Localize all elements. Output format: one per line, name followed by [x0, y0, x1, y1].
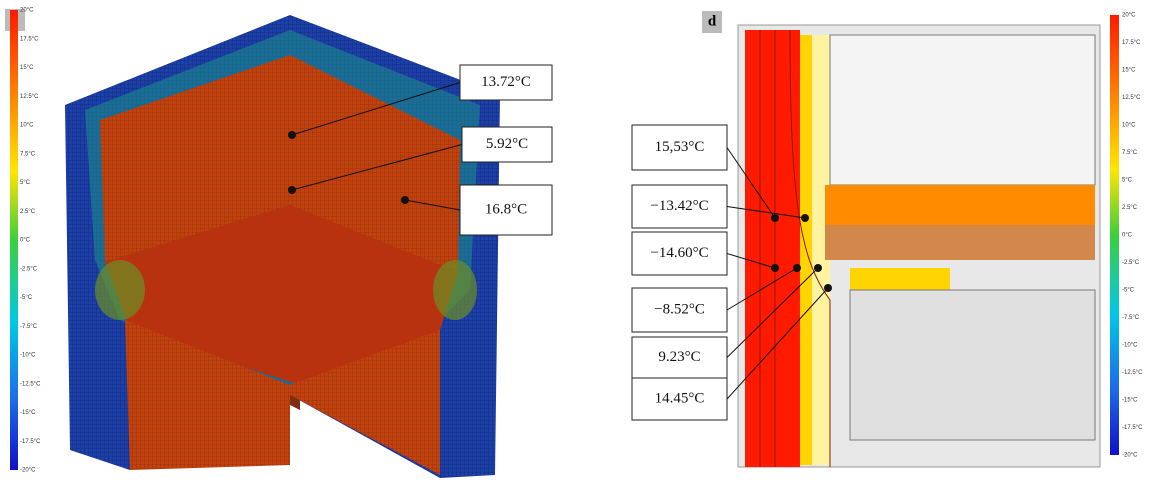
- colorbar-tick-label: -15°C: [20, 410, 36, 416]
- colorbar-tick-label: -12.5°C: [20, 381, 41, 387]
- colorbar-tick-label: 12.5°C: [20, 94, 39, 100]
- colorbar-tick-label: 2.5°C: [1122, 205, 1138, 211]
- panel-c-model: [65, 15, 500, 478]
- annotation-text: 13.72°C: [481, 74, 531, 90]
- colorbar-tick-label: 10°C: [1122, 123, 1136, 129]
- annotation-text: 14.45°C: [655, 390, 705, 406]
- colorbar-tick-label: -17.5°C: [1122, 425, 1143, 431]
- colorbar-tick-label: -15°C: [1122, 398, 1138, 404]
- probe-point: [824, 284, 832, 292]
- annotation-text: 15,53°C: [655, 139, 705, 155]
- probe-point: [801, 214, 809, 222]
- colorbar-tick-label: -20°C: [20, 468, 36, 474]
- annotation-text: 5.92°C: [486, 136, 528, 152]
- colorbar-tick-label: -7.5°C: [1122, 315, 1140, 321]
- colorbar-tick-label: -20°C: [1122, 453, 1138, 459]
- colorbar-tick-label: -5°C: [1122, 288, 1135, 294]
- colorbar-tick-label: -2.5°C: [20, 266, 38, 272]
- probe-point: [793, 264, 801, 272]
- figure: c20°C17.5°C15°C12.5°C10°C7.5°C5°C2.5°C0°…: [0, 0, 1157, 480]
- probe-point: [401, 196, 409, 204]
- probe-point: [771, 264, 779, 272]
- colorbar-tick-label: 2.5°C: [20, 209, 36, 215]
- colorbar-tick-label: 15°C: [1122, 68, 1136, 74]
- colorbar-tick-label: 15°C: [20, 65, 34, 71]
- colorbar-tick-label: 20°C: [20, 8, 34, 14]
- colorbar: [1110, 15, 1119, 455]
- colorbar-tick-label: 5°C: [1122, 178, 1133, 184]
- colorbar-tick-label: -17.5°C: [20, 439, 41, 445]
- annotation-text: −8.52°C: [654, 301, 705, 317]
- colorbar-tick-label: -12.5°C: [1122, 370, 1143, 376]
- panel-label: d: [708, 13, 717, 29]
- colorbar-tick-label: 5°C: [20, 180, 31, 186]
- panel-d-model: [738, 25, 1100, 467]
- colorbar-tick-label: -5°C: [20, 295, 33, 301]
- colorbar-tick-label: -2.5°C: [1122, 260, 1140, 266]
- colorbar-tick-label: 20°C: [1122, 13, 1136, 19]
- colorbar-tick-label: 7.5°C: [20, 151, 36, 157]
- colorbar-tick-label: 10°C: [20, 123, 34, 129]
- annotation-text: −14.60°C: [650, 245, 708, 261]
- colorbar-tick-label: -7.5°C: [20, 324, 38, 330]
- colorbar-tick-label: 0°C: [20, 238, 31, 244]
- colorbar-tick-label: -10°C: [20, 353, 36, 359]
- colorbar-tick-label: 17.5°C: [20, 36, 39, 42]
- colorbar: [10, 10, 18, 470]
- probe-point: [288, 186, 296, 194]
- colorbar-tick-label: -10°C: [1122, 343, 1138, 349]
- colorbar-tick-label: 12.5°C: [1122, 95, 1141, 101]
- annotation-text: 9.23°C: [658, 349, 700, 365]
- colorbar-tick-label: 17.5°C: [1122, 40, 1141, 46]
- annotation-text: −13.42°C: [650, 198, 708, 214]
- probe-point: [814, 264, 822, 272]
- probe-point: [771, 214, 779, 222]
- colorbar-tick-label: 7.5°C: [1122, 150, 1138, 156]
- probe-point: [288, 131, 296, 139]
- colorbar-tick-label: 0°C: [1122, 233, 1133, 239]
- annotation-text: 16.8°C: [485, 201, 527, 217]
